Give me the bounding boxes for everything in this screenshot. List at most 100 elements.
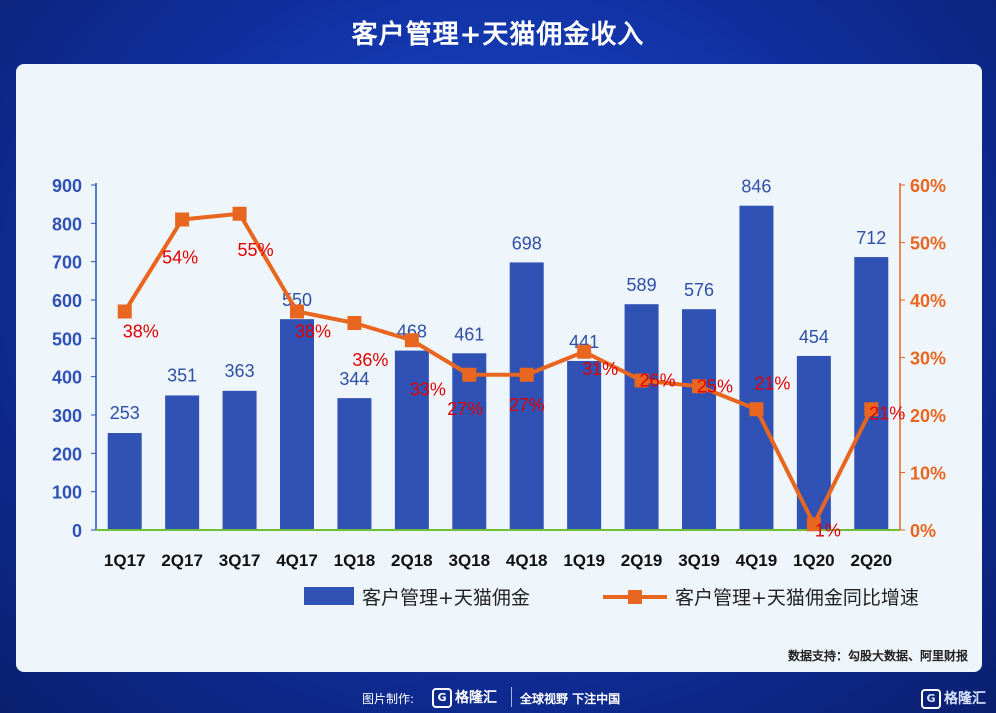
growth-value-label: 21% [754,373,790,393]
bar [165,395,200,530]
legend-line-marker [628,590,642,604]
growth-marker [864,402,879,417]
bar [854,257,889,530]
growth-marker [634,373,649,388]
footer-made-by-label: 图片制作: [362,692,415,706]
growth-value-label: 33% [410,379,446,399]
y-right-tick-label: 50% [910,234,946,254]
bar [509,262,544,530]
x-tick-label: 3Q19 [678,551,720,570]
footer-logo-text: 格隆汇 [455,690,497,706]
growth-marker [347,316,362,330]
y-right-tick-label: 20% [910,406,946,426]
x-tick-label: 4Q17 [276,551,318,570]
x-tick-label: 4Q19 [736,551,778,570]
page-title: 客户管理+天猫佣金收入 [351,20,645,50]
x-tick-label: 1Q19 [563,551,605,570]
bar [107,433,142,530]
x-tick-label: 1Q18 [334,551,376,570]
bar-value-label: 454 [799,327,829,347]
x-tick-label: 2Q20 [850,551,892,570]
x-tick-label: 3Q17 [219,551,261,570]
bar [452,353,487,530]
y-left-tick-label: 600 [52,291,82,311]
bar-value-label: 589 [627,275,657,295]
y-left-tick-label: 200 [52,444,82,464]
x-tick-label: 1Q20 [793,551,835,570]
footer-bar: 图片制作: G 格隆汇 全球视野 下注中国 G 格隆汇 [0,684,996,713]
corner-logo: G 格隆汇 [921,688,986,709]
growth-marker [749,402,764,417]
growth-marker [806,517,821,532]
growth-marker [232,206,247,221]
x-tick-label: 4Q18 [506,551,548,570]
y-left-tick-label: 700 [52,253,82,273]
bar [682,309,716,530]
source-note: 数据支持：勾股大数据、阿里财报 [787,649,968,663]
y-left-tick-label: 400 [52,368,82,388]
bar [394,350,429,530]
footer-logo[interactable]: G 格隆汇 [432,687,497,708]
footer-slogan: 全球视野 下注中国 [520,692,621,706]
bar [280,319,314,530]
legend-bar-swatch [304,587,354,605]
legend-line-label: 客户管理+天猫佣金同比增速 [675,587,919,609]
y-right-tick-label: 0% [910,521,936,541]
growth-line [123,211,874,527]
growth-marker [519,367,534,382]
y-right-tick-label: 30% [910,349,946,369]
bar [624,304,659,530]
growth-value-label: 27% [509,395,545,415]
growth-marker [692,379,706,394]
bar-value-label: 846 [741,177,771,197]
corner-logo-text: 格隆汇 [944,691,986,707]
growth-value-label: 1% [815,520,841,540]
bar-value-label: 576 [684,280,714,300]
y-left-tick-label: 900 [52,176,82,196]
growth-marker [175,212,190,227]
bar-value-label: 461 [454,324,484,344]
bar-value-label: 712 [856,228,886,248]
footer-separator [511,687,512,707]
bar [337,398,372,530]
y-left-tick-label: 800 [52,214,82,234]
growth-marker [117,304,132,319]
growth-value-label: 55% [238,240,274,260]
bar-value-label: 363 [225,361,255,381]
x-tick-label: 2Q18 [391,551,433,570]
y-left-tick-label: 100 [52,483,82,503]
x-tick-label: 3Q18 [448,551,490,570]
growth-value-label: 26% [640,371,676,391]
bar [567,360,602,530]
growth-value-label: 25% [697,376,733,396]
bar-value-label: 351 [167,365,197,385]
x-tick-label: 2Q19 [621,551,663,570]
growth-value-label: 36% [352,350,388,370]
growth-marker [290,304,304,319]
gelonghui-logo-icon: G [432,688,452,708]
bar [739,205,774,530]
bar-value-label: 441 [569,332,599,352]
growth-marker [462,367,477,382]
growth-value-label: 27% [447,399,483,419]
growth-value-label: 38% [123,322,159,342]
growth-value-label: 54% [162,248,198,268]
y-right-tick-label: 60% [910,176,946,196]
bar-value-label: 344 [339,369,369,389]
y-left-tick-label: 500 [52,329,82,349]
y-right-tick-label: 10% [910,464,946,484]
bar-value-label: 253 [110,403,140,423]
legend-bar-label: 客户管理+天猫佣金 [362,587,530,609]
growth-marker [404,333,419,348]
growth-value-label: 21% [869,403,905,423]
growth-value-label: 38% [295,322,331,342]
growth-value-label: 31% [582,359,618,379]
y-left-tick-label: 0 [72,521,82,541]
growth-marker [577,344,592,359]
bar-value-label: 698 [512,233,542,253]
y-left-tick-label: 300 [52,406,82,426]
y-right-tick-label: 40% [910,291,946,311]
x-tick-label: 2Q17 [161,551,203,570]
corner-logo-icon: G [921,689,941,709]
